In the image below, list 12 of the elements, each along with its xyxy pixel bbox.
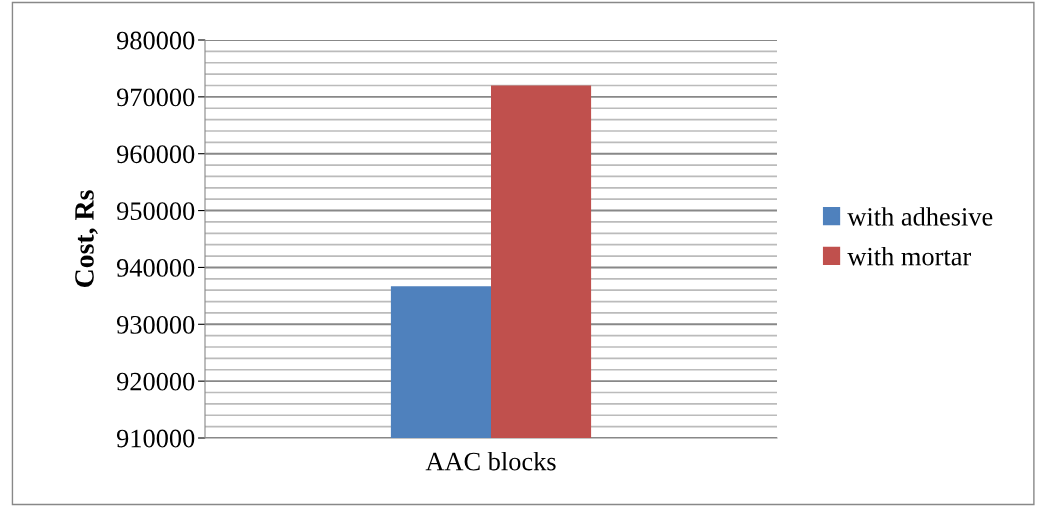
legend-label: with mortar [847, 246, 971, 266]
y-tick-label: 910000 [116, 429, 195, 448]
y-tick-label: 930000 [116, 315, 195, 334]
y-tick-label: 950000 [116, 202, 195, 220]
y-tick-label: 920000 [116, 372, 195, 391]
y-axis-title: Cost, Rs [75, 190, 98, 288]
y-tick-label: 940000 [116, 259, 195, 277]
legend-label: with adhesive [847, 207, 993, 226]
y-tick-label: 960000 [116, 145, 195, 164]
x-tick-label: AAC blocks [425, 451, 556, 471]
y-tick-label: 970000 [116, 88, 195, 107]
y-tick-label: 980000 [116, 31, 195, 50]
